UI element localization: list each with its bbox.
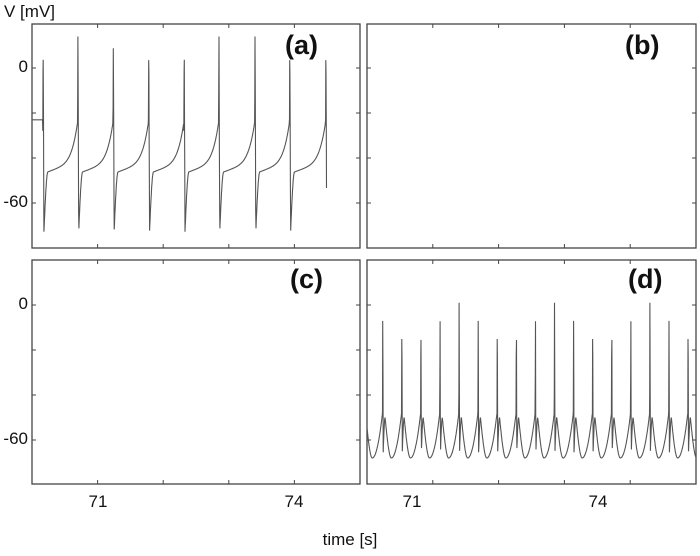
voltage-trace xyxy=(32,36,328,232)
ytick-top-0: 0 xyxy=(18,57,28,76)
panel-label-a: (a) xyxy=(285,30,318,60)
panel-a xyxy=(31,23,361,249)
axes-frame xyxy=(366,23,697,249)
panel-label-d: (d) xyxy=(628,264,663,294)
panel-c xyxy=(31,259,361,485)
xtick-left-74: 74 xyxy=(284,492,304,511)
xtick-right-74: 74 xyxy=(588,492,608,511)
axes-frame xyxy=(31,23,361,249)
xtick-left-71: 71 xyxy=(88,492,108,511)
panel-label-c: (c) xyxy=(290,264,323,294)
ytick-top-minus60: -60 xyxy=(3,192,28,211)
ytick-bottom-0: 0 xyxy=(18,294,28,313)
ytick-bottom-minus60: -60 xyxy=(3,429,28,448)
voltage-trace xyxy=(367,302,696,459)
axes-frame xyxy=(31,259,361,485)
panel-label-b: (b) xyxy=(625,30,660,60)
xtick-right-71: 71 xyxy=(402,492,422,511)
panel-d xyxy=(366,259,697,485)
axes-frame xyxy=(366,259,697,485)
panel-b xyxy=(366,23,697,249)
y-axis-label: V [mV] xyxy=(4,2,56,21)
x-axis-label: time [s] xyxy=(322,530,378,549)
